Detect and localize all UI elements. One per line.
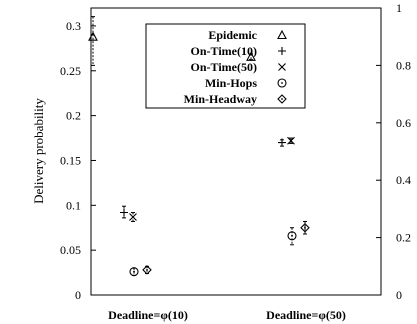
legend-marker-diamond-dot [281, 98, 283, 100]
legend-label: Epidemic [208, 28, 257, 42]
plot-frame [90, 7, 382, 296]
left-tick-label: 0.3 [66, 19, 81, 33]
right-tick-label: 1 [396, 1, 402, 15]
x-axis-categories: Deadline=φ(10) Deadline=φ(50) [108, 308, 346, 322]
legend-label: Min-Hops [205, 76, 257, 90]
data-point-cross [129, 213, 137, 221]
left-tick-label: 0.15 [60, 153, 81, 167]
data-point-plus [120, 208, 128, 217]
data-point-circle-dot [291, 234, 293, 237]
legend-label: On-Time(50) [191, 60, 257, 74]
legend-marker-circle [277, 78, 287, 88]
legend-marker-circle-dot [281, 82, 283, 84]
right-axis: 0 0.2 0.4 0.6 0.8 1 [376, 1, 411, 302]
right-tick-label: 0.6 [396, 116, 411, 130]
data-point-triangle [246, 51, 256, 61]
legend-marker-cross [278, 63, 286, 71]
data-point-diamond [300, 222, 310, 233]
right-tick-label: 0.2 [396, 231, 411, 245]
left-tick-label: 0.25 [60, 64, 81, 78]
legend-marker-plus [278, 47, 286, 55]
left-tick-label: 0 [75, 288, 81, 302]
legend-marker-diamond [277, 94, 287, 104]
y-axis-label: Delivery probability [31, 98, 46, 204]
left-tick-label: 0.1 [66, 198, 81, 212]
data-point-diamond-dot [304, 226, 306, 229]
data-points [88, 16, 310, 277]
category-label: Deadline=φ(50) [266, 308, 346, 322]
data-point-circle [129, 267, 139, 277]
right-tick-label: 0.4 [396, 173, 411, 187]
right-tick-label: 0 [396, 288, 402, 302]
right-tick-label: 0.8 [396, 58, 411, 72]
left-tick-label: 0.2 [66, 109, 81, 123]
legend-marker-triangle [277, 29, 287, 40]
left-tick-label: 0.05 [60, 243, 81, 257]
data-point-circle-dot [133, 270, 135, 273]
left-axis: 0 0.05 0.1 0.15 0.2 0.25 0.3 [60, 19, 96, 302]
data-point-diamond [142, 265, 152, 275]
legend-label: Min-Headway [184, 92, 257, 106]
data-point-circle [287, 231, 297, 241]
data-point-cross [287, 136, 295, 145]
data-point-diamond-dot [146, 268, 148, 271]
legend: Epidemic On-Time(10) On-Time(50) Min-Hops Mi… [145, 23, 306, 109]
category-label: Deadline=φ(10) [108, 308, 188, 322]
data-point-triangle [88, 31, 98, 41]
data-point-plus [278, 138, 286, 147]
legend-label: On-Time(10) [191, 44, 257, 58]
